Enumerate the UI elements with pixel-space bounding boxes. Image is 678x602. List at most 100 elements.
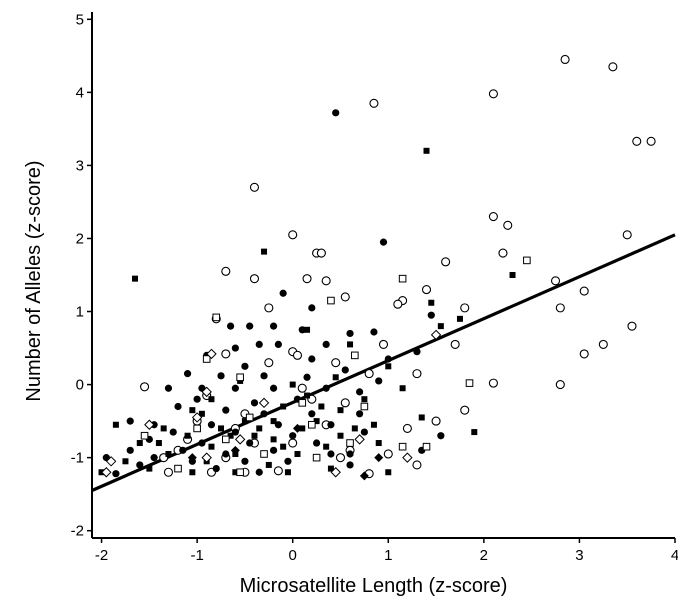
point-open-square [523,256,531,265]
point-open-square [245,413,254,422]
point-open-circle [646,136,656,146]
point-filled-square [370,421,377,428]
point-open-diamond [430,329,442,341]
point-filled-circle [126,417,134,425]
point-filled-circle [217,372,225,380]
point-open-circle [273,466,283,476]
point-filled-square [385,469,392,476]
point-filled-circle [231,344,239,352]
point-open-diamond [354,434,365,445]
y-axis-title: Number of Alleles (z-score) [23,160,45,401]
point-open-square [298,399,307,407]
point-filled-square [256,425,263,432]
point-filled-circle [332,109,340,117]
point-filled-circle [327,421,335,429]
y-tick-label: 2 [76,230,84,247]
point-filled-square [361,396,368,403]
point-filled-circle [379,238,388,246]
point-filled-square [423,147,430,154]
point-open-square [212,313,221,322]
point-filled-circle [279,289,287,297]
point-filled-circle [164,384,173,392]
point-filled-circle [226,322,235,330]
point-filled-square [208,396,215,403]
point-open-circle [550,276,561,286]
point-open-square [351,351,359,360]
point-filled-square [270,436,277,443]
point-filled-circle [308,410,316,418]
point-open-circle [221,349,231,359]
point-open-square [236,468,244,477]
point-filled-square [265,461,272,468]
x-tick-label: 1 [384,547,392,564]
point-open-circle [393,299,403,309]
point-filled-diamond [187,453,197,463]
point-filled-square [218,425,225,432]
point-filled-square [227,432,234,439]
point-filled-circle [212,464,220,473]
point-filled-circle [246,439,254,447]
point-filled-square [136,440,143,447]
axes: -2 -1 0 1 2 3 4 5 -2 -1 0 1 2 3 4 [71,11,678,564]
point-open-circle [488,89,498,99]
point-filled-circle [341,366,349,374]
point-filled-circle [356,388,364,396]
point-open-circle [249,274,260,284]
point-filled-square [165,450,172,457]
point-filled-square [437,323,444,330]
point-filled-square [299,425,306,432]
point-open-circle [321,276,331,286]
point-filled-circle [437,432,445,440]
point-open-circle [264,303,274,313]
point-filled-circle [179,446,187,454]
point-filled-square [323,443,330,450]
point-open-circle [316,248,326,258]
point-filled-square [146,465,153,472]
point-open-circle [264,358,274,368]
point-filled-square [261,248,268,255]
point-filled-square [509,272,516,278]
point-filled-circle [169,428,177,436]
point-filled-circle [150,454,158,462]
x-tick-label: -2 [95,547,108,564]
point-filled-circle [260,410,268,418]
point-filled-square [318,403,325,410]
point-filled-circle [284,457,292,465]
point-filled-square [198,410,205,417]
point-open-circle [431,416,441,426]
point-open-circle [460,405,470,415]
point-filled-square [337,432,344,439]
point-open-circle [441,257,451,267]
point-filled-circle [198,439,206,447]
regression-line [91,233,676,492]
point-open-circle [163,467,174,477]
point-filled-circle [241,457,249,465]
point-filled-circle [322,384,330,392]
point-filled-circle [241,362,249,370]
point-open-square [174,464,182,473]
point-filled-square [347,341,354,348]
point-filled-circle [269,322,278,330]
point-filled-square [304,326,311,333]
point-filled-diamond [359,471,369,481]
point-open-square [398,442,407,451]
point-filled-square [160,425,167,432]
point-filled-square [385,363,392,370]
point-open-circle [460,303,470,313]
x-tick-label: -1 [190,547,203,564]
point-open-circle [622,230,632,240]
y-tick-label: -2 [71,523,84,540]
point-open-square [222,435,230,444]
point-open-circle [378,339,389,349]
point-filled-square [332,374,339,381]
x-tick-label: 2 [480,547,488,564]
point-open-square [193,424,201,433]
point-filled-square [327,465,334,472]
point-open-circle [627,321,637,331]
point-open-diamond [101,467,112,478]
point-open-circle [288,230,298,240]
point-open-circle [335,453,346,463]
y-tick-label: -1 [71,450,84,467]
point-filled-square [289,381,296,388]
point-filled-circle [427,311,435,319]
